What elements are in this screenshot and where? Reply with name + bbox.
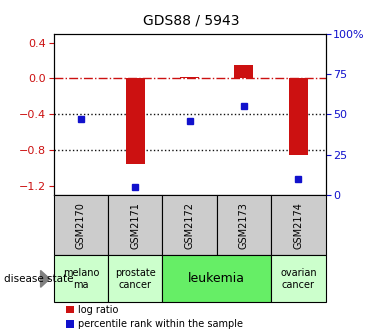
Bar — [162, 195, 217, 255]
Bar — [289, 78, 308, 155]
Bar — [54, 195, 108, 255]
Legend: log ratio, percentile rank within the sample: log ratio, percentile rank within the sa… — [66, 305, 243, 330]
Text: GSM2170: GSM2170 — [76, 202, 86, 249]
Polygon shape — [41, 270, 50, 287]
Bar — [108, 195, 162, 255]
Text: GSM2173: GSM2173 — [239, 202, 249, 249]
Text: melano
ma: melano ma — [63, 268, 99, 290]
Text: GDS88 / 5943: GDS88 / 5943 — [143, 13, 240, 28]
Text: GSM2172: GSM2172 — [185, 202, 195, 249]
Text: disease state: disease state — [4, 274, 73, 284]
Text: prostate
cancer: prostate cancer — [115, 268, 155, 290]
Bar — [162, 255, 271, 302]
Bar — [271, 195, 326, 255]
Bar — [126, 78, 145, 164]
Text: GSM2171: GSM2171 — [130, 202, 140, 249]
Text: leukemia: leukemia — [188, 272, 245, 285]
Text: ovarian
cancer: ovarian cancer — [280, 268, 317, 290]
Text: GSM2174: GSM2174 — [293, 202, 303, 249]
Bar — [54, 255, 108, 302]
Bar — [234, 65, 254, 78]
Bar — [108, 255, 162, 302]
Bar — [271, 255, 326, 302]
Bar — [180, 77, 199, 78]
Bar — [217, 195, 271, 255]
